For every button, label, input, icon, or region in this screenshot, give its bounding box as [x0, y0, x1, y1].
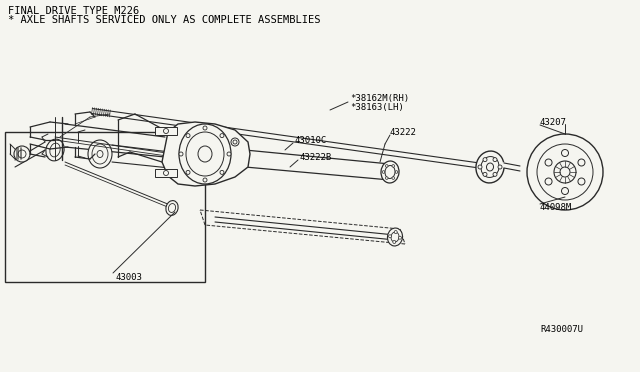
Circle shape — [186, 134, 190, 138]
Text: 44098M: 44098M — [540, 202, 572, 212]
Circle shape — [560, 167, 570, 177]
Circle shape — [493, 172, 497, 176]
Ellipse shape — [166, 201, 178, 215]
Circle shape — [18, 150, 26, 158]
Circle shape — [392, 177, 394, 179]
Circle shape — [14, 146, 30, 162]
Text: *38162M(RH): *38162M(RH) — [350, 93, 409, 103]
Polygon shape — [162, 122, 250, 186]
Text: 43010C: 43010C — [295, 135, 327, 144]
Ellipse shape — [486, 163, 493, 171]
Circle shape — [399, 236, 401, 239]
Circle shape — [394, 231, 397, 234]
Bar — [155, 169, 177, 177]
Ellipse shape — [50, 143, 60, 157]
Circle shape — [483, 172, 487, 176]
Text: 43003: 43003 — [115, 273, 142, 282]
Circle shape — [203, 126, 207, 130]
Circle shape — [385, 177, 388, 179]
Circle shape — [395, 171, 398, 173]
Circle shape — [227, 152, 231, 156]
Circle shape — [493, 158, 497, 162]
Circle shape — [483, 158, 487, 162]
Circle shape — [388, 235, 392, 238]
Text: 43222: 43222 — [390, 128, 417, 137]
Circle shape — [392, 165, 394, 167]
Circle shape — [537, 144, 593, 200]
Ellipse shape — [391, 232, 399, 242]
Circle shape — [554, 161, 576, 183]
Circle shape — [393, 240, 396, 243]
Ellipse shape — [92, 144, 108, 164]
Text: * AXLE SHAFTS SERVICED ONLY AS COMPLETE ASSEMBLIES: * AXLE SHAFTS SERVICED ONLY AS COMPLETE … — [8, 15, 321, 25]
Circle shape — [220, 170, 224, 174]
Circle shape — [203, 178, 207, 182]
Circle shape — [231, 138, 239, 146]
Text: 43207: 43207 — [540, 118, 567, 126]
Circle shape — [498, 165, 502, 169]
Bar — [5, 132, 205, 282]
Ellipse shape — [387, 228, 403, 246]
Circle shape — [545, 178, 552, 185]
Ellipse shape — [179, 124, 231, 184]
Circle shape — [385, 165, 388, 167]
Circle shape — [233, 140, 237, 144]
Ellipse shape — [46, 139, 64, 161]
Ellipse shape — [481, 157, 499, 177]
Circle shape — [561, 150, 568, 157]
Ellipse shape — [168, 203, 175, 212]
Circle shape — [163, 170, 168, 176]
Circle shape — [478, 165, 482, 169]
Ellipse shape — [186, 132, 224, 176]
Ellipse shape — [476, 151, 504, 183]
Circle shape — [545, 159, 552, 166]
Circle shape — [527, 134, 603, 210]
Text: *38163(LH): *38163(LH) — [350, 103, 404, 112]
Ellipse shape — [88, 140, 112, 168]
Ellipse shape — [385, 166, 395, 179]
Ellipse shape — [381, 161, 399, 183]
Text: FINAL DRIVE TYPE M226: FINAL DRIVE TYPE M226 — [8, 6, 140, 16]
Circle shape — [163, 128, 168, 134]
Bar — [155, 127, 177, 135]
Circle shape — [179, 152, 183, 156]
Text: 43222B: 43222B — [300, 153, 332, 161]
Circle shape — [578, 178, 585, 185]
Ellipse shape — [198, 146, 212, 162]
Ellipse shape — [97, 151, 103, 157]
Text: R430007U: R430007U — [540, 326, 583, 334]
Circle shape — [186, 170, 190, 174]
Circle shape — [220, 134, 224, 138]
Circle shape — [578, 159, 585, 166]
Circle shape — [561, 187, 568, 195]
Circle shape — [382, 171, 385, 173]
